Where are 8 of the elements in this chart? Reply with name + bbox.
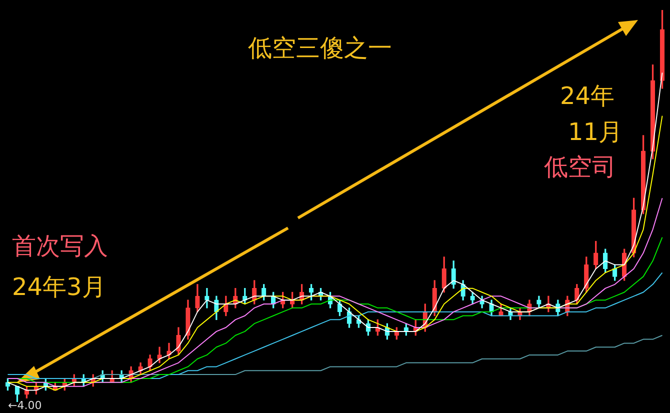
annotation: 低空三傻之一 [248, 34, 392, 62]
annotation: 24年 [560, 82, 615, 110]
annotation: ←4.00 [8, 399, 42, 412]
annotation: 低空司 [544, 153, 616, 181]
annotation: 24年3月 [12, 273, 106, 301]
candlestick [204, 288, 210, 308]
annotation: 首次写入 [12, 232, 108, 260]
annotation: 11月 [568, 118, 623, 146]
